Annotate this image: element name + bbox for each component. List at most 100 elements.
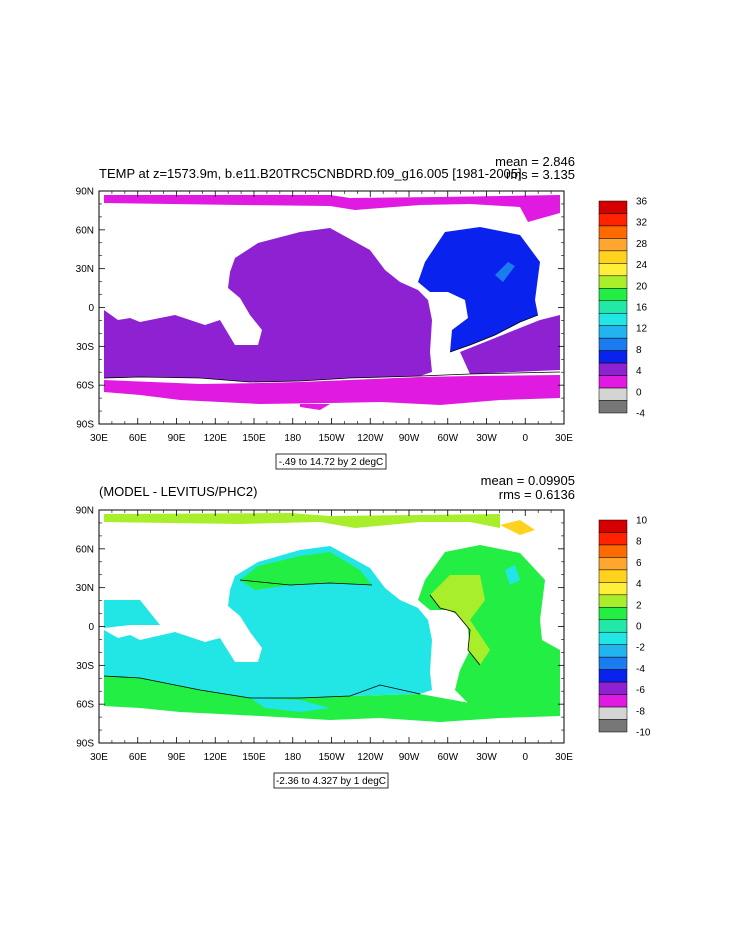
colorbar-swatch [598,719,628,733]
mean-value: mean = 0.09905 [481,473,575,488]
mean-value: mean = 2.846 [495,154,575,169]
lat-tick-label: 30S [76,661,94,672]
lon-tick-label: 150E [242,433,266,444]
colorbar-swatch [598,706,628,720]
lon-tick-label: 120E [204,433,228,444]
arctic-ocean [104,195,560,222]
lat-tick-label: 60N [76,225,94,236]
lon-tick-label: 60E [129,433,147,444]
lat-tick-label: 90N [76,506,94,517]
colorbar-label: 4 [636,579,642,590]
southern-ocean [104,375,560,405]
colorbar-swatch [598,200,628,214]
colorbar-swatch [598,532,628,546]
colorbar-swatch [598,375,628,389]
colorbar-swatch [598,250,628,264]
rms-value: rms = 0.6136 [499,487,575,502]
lon-tick-label: 90W [399,433,420,444]
colorbar-label: 8 [636,537,642,548]
colorbar-swatch [598,263,628,277]
lon-tick-label: 30E [555,433,573,444]
colorbar-label: -6 [636,685,645,696]
lon-tick-label: 150W [318,433,345,444]
colorbar-swatch [598,544,628,558]
colorbar-swatch [598,387,628,401]
lat-tick-label: 0 [88,622,94,633]
map-field [98,509,565,744]
colorbar-label: 36 [636,197,648,208]
lon-tick-label: 90E [168,433,186,444]
panel-temperature: mean = 2.846 TEMP at z=1573.9m, b.e11.B2… [76,154,648,470]
colorbar-label: 10 [636,516,648,527]
longitude-axis: 30E 60E 90E 120E 150E 180 150W 120W 90W 60W 30W 0 30… [90,191,573,444]
lon-tick-label: 30W [476,433,497,444]
rms-value: rms = 3.135 [506,167,575,182]
south-atlantic-ocean [460,315,560,374]
colorbar-swatch [598,238,628,252]
colorbar-swatch [598,325,628,339]
colorbar-label: 6 [636,558,642,569]
colorbar-label: 12 [636,324,648,335]
colorbar-label: 20 [636,281,648,292]
colorbar-label: 28 [636,239,648,250]
colorbar-swatch [598,644,628,658]
lat-tick-label: 60S [76,381,94,392]
colorbar-swatch [598,582,628,596]
colorbar-label: 16 [636,303,648,314]
colorbar-swatch [598,288,628,302]
colorbar-swatch [598,557,628,571]
lon-tick-label: 60W [437,752,458,763]
lon-tick-label: 60E [129,752,147,763]
info-box: -2.36 to 4.327 by 1 degC [273,772,389,789]
arctic-ocean [104,513,500,528]
latitude-axis: 90N 60N 30N 0 30S 60S 90S [76,187,564,431]
lon-tick-label: 120E [204,752,228,763]
colorbar-swatch [598,337,628,351]
longitude-axis: 30E 60E 90E 120E 150E 180 150W 120W 90W 60W 30W 0 30… [90,510,573,763]
colorbar-swatch [598,300,628,314]
lon-tick-label: 150E [242,752,266,763]
colorbar-swatch [598,213,628,227]
colorbar-swatch [598,656,628,670]
lon-tick-label: 150W [318,752,345,763]
colorbar-swatch [598,350,628,364]
colorbar-swatch [598,607,628,621]
colorbar-label: 4 [636,366,642,377]
colorbar-label: -4 [636,409,645,420]
lat-tick-label: 30N [76,583,94,594]
latitude-axis: 90N 60N 30N 0 30S 60S 90S [76,506,564,750]
colorbar-swatch [598,569,628,583]
colorbar-swatch [598,631,628,645]
contour-info: -.49 to 14.72 by 2 degC [279,457,384,468]
info-box: -.49 to 14.72 by 2 degC [275,453,387,470]
colorbar-swatch [598,669,628,683]
lon-tick-label: 120W [357,433,384,444]
lat-tick-label: 30N [76,264,94,275]
lat-tick-label: 0 [88,303,94,314]
lon-tick-label: 0 [522,752,528,763]
colorbar-swatch [598,519,628,533]
colorbar-swatch [598,275,628,289]
lat-tick-label: 60N [76,544,94,555]
colorbar-label: -4 [636,664,645,675]
pacific-indian-ocean [104,228,432,382]
colorbar-swatch [598,362,628,376]
panel-title: (MODEL - LEVITUS/PHC2) [99,484,257,499]
panel-title: TEMP at z=1573.9m, b.e11.B20TRC5CNBDRD.f… [99,166,522,181]
panel-difference: mean = 0.09905 (MODEL - LEVITUS/PHC2) rm… [76,473,651,789]
colorbar-label: 32 [636,218,648,229]
lat-tick-label: 90S [76,739,94,750]
colorbar-swatch [598,619,628,633]
lat-tick-label: 30S [76,342,94,353]
lon-tick-label: 60W [437,433,458,444]
southern-ocean [104,676,560,722]
lon-tick-label: 120W [357,752,384,763]
lon-tick-label: 180 [284,752,301,763]
colorbar-label: 24 [636,260,648,271]
contour-info: -2.36 to 4.327 by 1 degC [276,776,386,787]
lon-tick-label: 180 [284,433,301,444]
colorbar-label: -2 [636,643,645,654]
colorbar-label: -8 [636,706,645,717]
colorbar-swatch [598,312,628,326]
